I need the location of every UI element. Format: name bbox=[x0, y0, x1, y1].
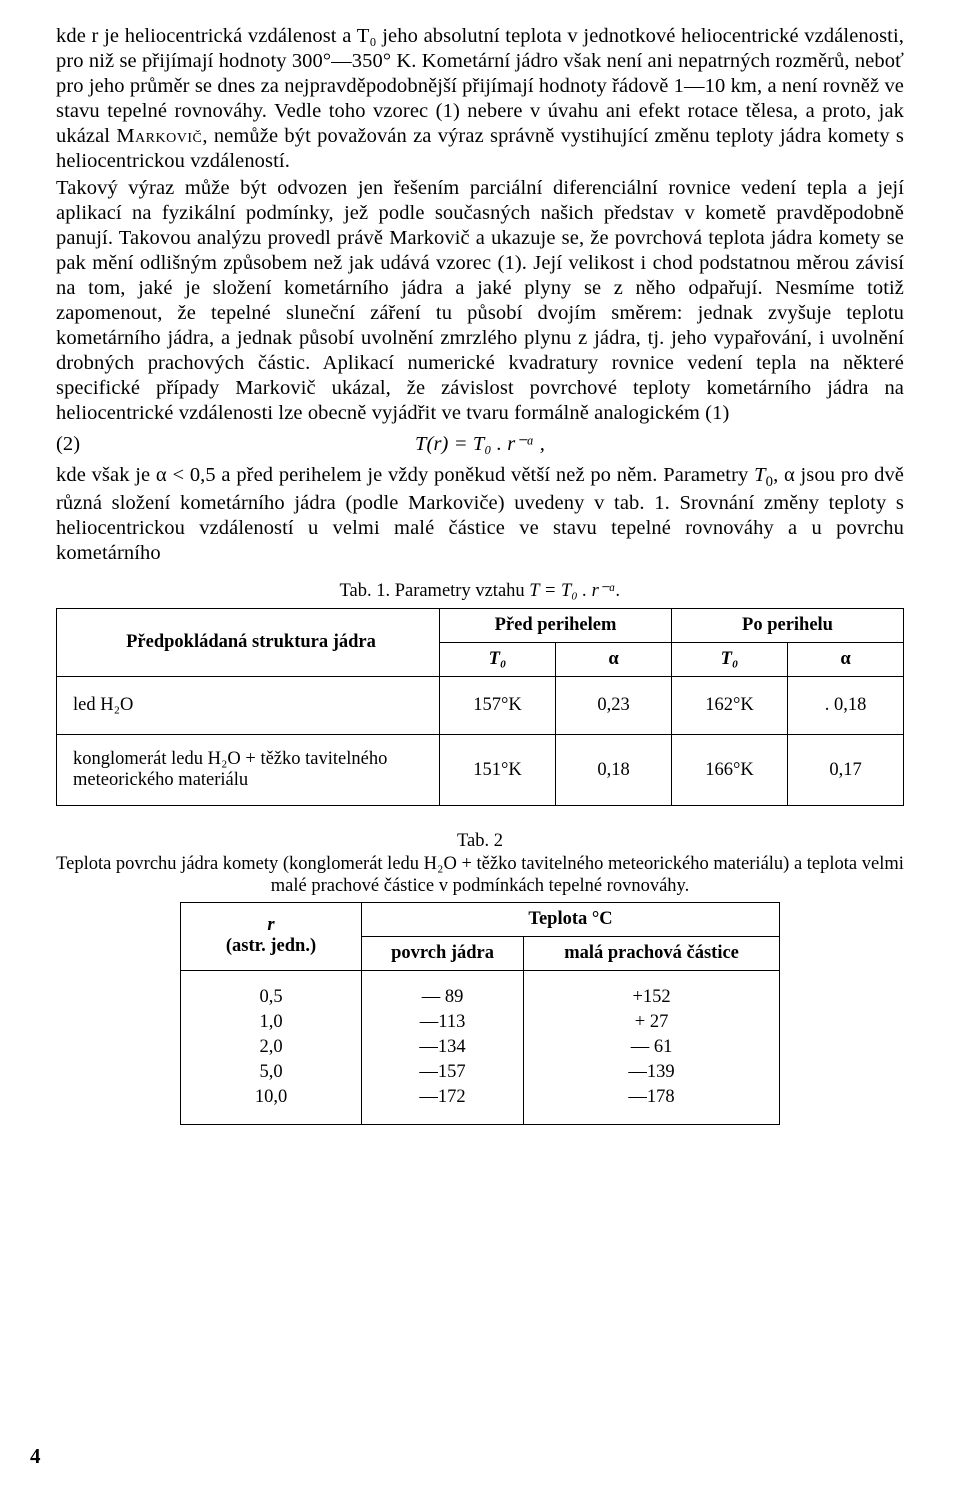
table-row: 1,0 —113 + 27 bbox=[181, 1010, 780, 1035]
page-number: 4 bbox=[30, 1444, 41, 1469]
tab2-r4-d: —178 bbox=[524, 1085, 780, 1125]
tab1-pre-alpha: α bbox=[556, 643, 672, 677]
tab1-row1-label: konglomerát ledu H₂O + těžko tavitelného… bbox=[57, 735, 440, 806]
tab1-row0-postT: 162°K bbox=[672, 677, 788, 735]
para2-text: Takový výraz může být odvozen jen řešení… bbox=[56, 177, 904, 424]
tab1-row1-preT: 151°K bbox=[440, 735, 556, 806]
paragraph-3: kde však je α < 0,5 a před perihelem je … bbox=[56, 463, 904, 566]
tab2-caption-head: Tab. 2 bbox=[56, 830, 904, 853]
table-row: 2,0 —134 — 61 bbox=[181, 1035, 780, 1060]
tab2-r0-r: 0,5 bbox=[181, 970, 362, 1010]
tab2-r1-s: —113 bbox=[362, 1010, 524, 1035]
table-row: 5,0 —157 —139 bbox=[181, 1060, 780, 1085]
paragraph-2: Takový výraz může být odvozen jen řešení… bbox=[56, 176, 904, 426]
equation-2-number: (2) bbox=[56, 432, 80, 457]
tab1-col-post: Po perihelu bbox=[672, 609, 904, 643]
table-2: r (astr. jedn.) Teplota °C povrch jádra … bbox=[180, 902, 780, 1125]
tab2-r2-r: 2,0 bbox=[181, 1035, 362, 1060]
tab2-r3-d: —139 bbox=[524, 1060, 780, 1085]
equation-2-body: T(r) = T₀ . r⁻ᵅ , bbox=[415, 433, 545, 455]
tab2-col-r-b: (astr. jedn.) bbox=[226, 936, 316, 956]
tab1-row0-postA: . 0,18 bbox=[788, 677, 904, 735]
tab2-col-temp: Teplota °C bbox=[362, 902, 780, 936]
table-row: konglomerát ledu H₂O + těžko tavitelného… bbox=[57, 735, 904, 806]
tab1-post-alpha: α bbox=[788, 643, 904, 677]
paragraph-1: kde r je heliocentrická vzdálenost a T₀ … bbox=[56, 24, 904, 174]
tab1-row0-preA: 0,23 bbox=[556, 677, 672, 735]
tab1-row1-postT: 166°K bbox=[672, 735, 788, 806]
para3-text-a: kde však je α < 0,5 a před perihelem je … bbox=[56, 464, 754, 486]
table-1: Předpokládaná struktura jádra Před perih… bbox=[56, 608, 904, 806]
markovic-name: Markovič bbox=[116, 125, 202, 147]
table-row: 0,5 — 89 +152 bbox=[181, 970, 780, 1010]
tab1-row0-preT: 157°K bbox=[440, 677, 556, 735]
tab2-r2-d: — 61 bbox=[524, 1035, 780, 1060]
tab2-col-surf: povrch jádra bbox=[362, 936, 524, 970]
tab1-col-structure: Předpokládaná struktura jádra bbox=[57, 609, 440, 677]
tab2-col-r: r (astr. jedn.) bbox=[181, 902, 362, 970]
tab2-r0-s: — 89 bbox=[362, 970, 524, 1010]
tab1-caption-b: T = T₀ . r⁻ᵅ. bbox=[529, 581, 620, 601]
tab1-col-pre: Před perihelem bbox=[440, 609, 672, 643]
table-1-caption: Tab. 1. Parametry vztahu T = T₀ . r⁻ᵅ. bbox=[56, 580, 904, 602]
tab1-pre-T0: T₀ bbox=[440, 643, 556, 677]
tab2-caption-body: Teplota povrchu jádra komety (konglomerá… bbox=[56, 853, 904, 898]
tab2-r4-s: —172 bbox=[362, 1085, 524, 1125]
tab1-post-T0: T₀ bbox=[672, 643, 788, 677]
tab1-caption-a: Tab. 1. Parametry vztahu bbox=[339, 581, 529, 601]
tab2-r0-d: +152 bbox=[524, 970, 780, 1010]
tab1-row0-label: led H₂O bbox=[57, 677, 440, 735]
tab2-r3-s: —157 bbox=[362, 1060, 524, 1085]
tab2-col-r-a: r bbox=[267, 915, 274, 935]
table-row: 10,0 —172 —178 bbox=[181, 1085, 780, 1125]
tab2-r2-s: —134 bbox=[362, 1035, 524, 1060]
equation-2: (2) T(r) = T₀ . r⁻ᵅ , bbox=[56, 432, 904, 457]
tab2-col-dust: malá prachová částice bbox=[524, 936, 780, 970]
tab2-r1-r: 1,0 bbox=[181, 1010, 362, 1035]
tab1-row1-postA: 0,17 bbox=[788, 735, 904, 806]
tab1-row1-preA: 0,18 bbox=[556, 735, 672, 806]
tab2-r3-r: 5,0 bbox=[181, 1060, 362, 1085]
table-2-caption: Tab. 2 Teplota povrchu jádra komety (kon… bbox=[56, 830, 904, 898]
table-row: led H₂O 157°K 0,23 162°K . 0,18 bbox=[57, 677, 904, 735]
tab2-r4-r: 10,0 bbox=[181, 1085, 362, 1125]
tab2-r1-d: + 27 bbox=[524, 1010, 780, 1035]
